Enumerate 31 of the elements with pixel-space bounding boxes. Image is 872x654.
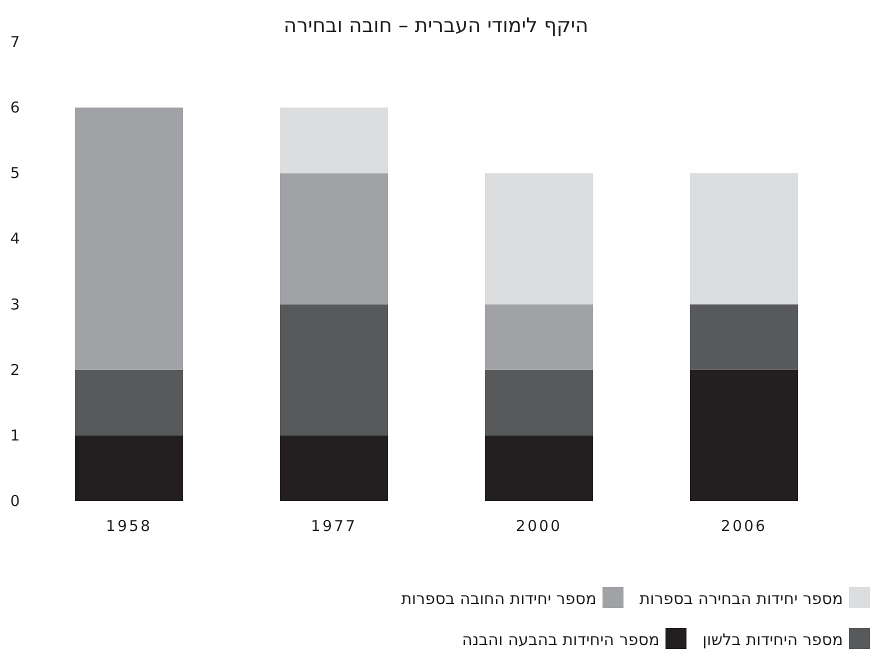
- bar: [484, 370, 594, 436]
- y-tick-label: 3: [10, 295, 20, 314]
- bar: [690, 370, 798, 501]
- bar: [280, 304, 388, 436]
- x-tick-label: 2000: [516, 517, 562, 535]
- x-tick-label: 1977: [310, 517, 358, 535]
- legend-label: מספר יחידות הבחירה בספרות: [640, 589, 843, 608]
- legend-label: מספר יחידות החובה בספרות: [401, 589, 596, 608]
- y-tick-label: 0: [10, 492, 20, 510]
- y-tick-label: 4: [10, 230, 20, 248]
- bar: [690, 173, 798, 304]
- bar: [690, 304, 798, 370]
- bar: [484, 435, 594, 501]
- bar: [484, 304, 594, 370]
- x-tick-label: 2006: [720, 517, 768, 535]
- bar: [280, 435, 388, 501]
- y-tick-label: 5: [10, 164, 20, 182]
- legend-label: מספר היחידות בהבעה והבנה: [462, 630, 660, 649]
- bar: [280, 173, 388, 304]
- bar: [280, 108, 388, 174]
- legend-label: מספר היחידות בלשון: [702, 630, 843, 649]
- y-tick-label: 6: [10, 98, 20, 117]
- bar: [74, 108, 184, 370]
- bar: [484, 173, 594, 304]
- bar: [74, 435, 184, 501]
- y-tick-label: 1: [10, 426, 20, 444]
- y-tick-label: 2: [10, 360, 20, 379]
- chart-title: היקף לימודי העברית – חובה ובחירה: [284, 13, 588, 37]
- x-tick-label: 1958: [106, 517, 152, 535]
- bar: [74, 370, 184, 436]
- y-tick-label: 7: [10, 33, 20, 51]
